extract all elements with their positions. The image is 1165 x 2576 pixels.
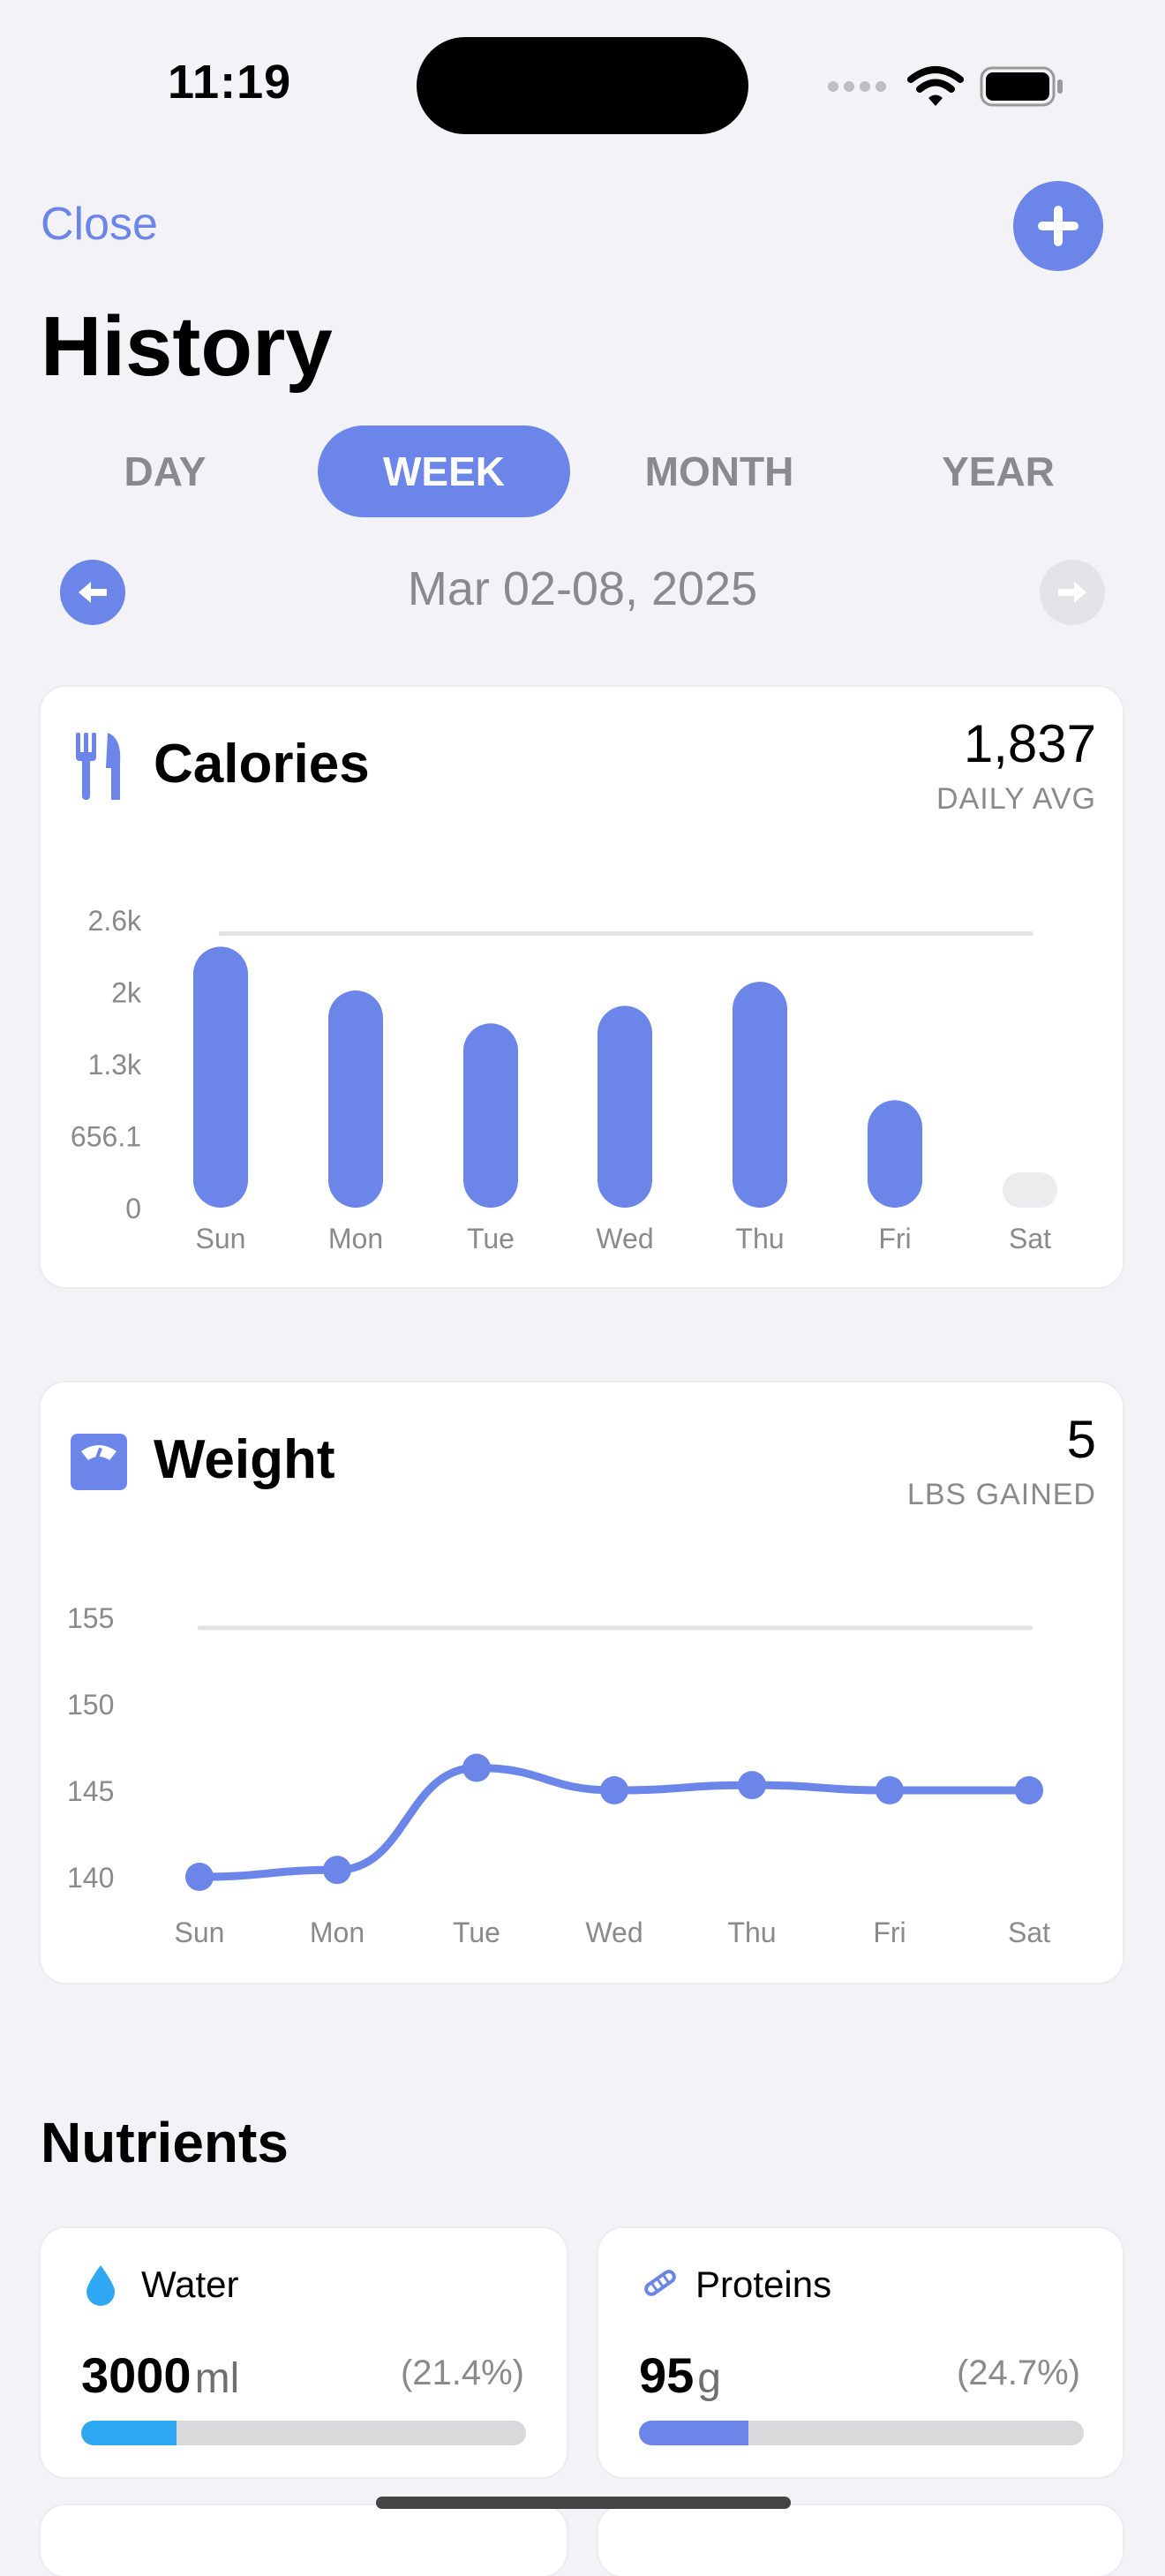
close-button[interactable]: Close [41,199,158,250]
y-tick-label: 140 [67,1862,114,1894]
x-tick-label: Wed [596,1223,653,1254]
status-time: 11:19 [168,56,292,109]
nutrient-card-next-left[interactable] [41,2505,567,2576]
x-tick-label: Thu [727,1917,776,1948]
point-mon [323,1856,351,1885]
bar-wed [598,1006,652,1208]
nutrient-progress-bar [81,2421,526,2445]
nutrient-progress-fill [81,2421,177,2445]
weight-change-label: LBS GAINED [906,1478,1096,1511]
x-tick-label: Thu [735,1223,784,1254]
home-indicator[interactable] [376,2497,791,2509]
x-tick-label: Mon [310,1917,365,1948]
dynamic-island [417,37,748,134]
arrow-right-icon [1058,582,1086,603]
x-tick-label: Wed [585,1917,643,1948]
bar-fri [868,1100,922,1208]
nutrient-value: 3000 [81,2347,192,2403]
nutrient-card-next-right[interactable] [598,2505,1123,2576]
status-icons [826,62,1064,111]
x-tick-label: Sat [1008,1917,1050,1948]
nutrient-amount: 3000ml [81,2346,239,2404]
tab-month[interactable]: MONTH [644,448,794,494]
x-tick-label: Fri [878,1223,911,1254]
add-button[interactable] [1013,181,1103,271]
calories-title: Calories [154,734,370,795]
y-tick-label: 2k [111,977,142,1009]
fork-knife-icon [76,733,121,800]
weight-change-value: 5 [1066,1410,1096,1469]
x-tick-label: Tue [467,1223,515,1254]
x-tick-label: Sun [196,1223,246,1254]
tab-year[interactable]: YEAR [942,448,1055,494]
page-title: History [41,299,333,394]
point-tue [462,1753,491,1782]
calories-daily-avg-label: DAILY AVG [936,782,1096,816]
y-tick-label: 150 [67,1689,114,1721]
calories-card[interactable]: Calories 1,837 DAILY AVG 0 656.1 1.3k 2k 2.6… [41,687,1123,1287]
battery-icon [980,66,1063,107]
scale-icon [71,1434,127,1490]
bar-tue [463,1023,518,1208]
previous-period-button[interactable] [60,560,125,625]
y-tick-label: 2.6k [88,905,142,937]
y-tick-label: 145 [67,1775,114,1807]
x-tick-label: Sun [175,1917,225,1948]
nutrient-progress-fill [639,2421,749,2445]
weight-card[interactable]: Weight 5 LBS GAINED 140 145 150 155 Sun Mon Tu… [41,1382,1123,1983]
point-thu [738,1771,766,1800]
nutrient-value: 95 [639,2347,695,2403]
bar-sun [193,946,248,1208]
x-tick-label: Fri [873,1917,906,1948]
weight-title: Weight [154,1429,335,1490]
weight-chart: 140 145 150 155 Sun Mon Tue Wed Thu Fri Sat [67,1602,1050,1948]
nutrient-card-water[interactable]: Water 3000ml (21.4%) [41,2228,567,2477]
tab-day[interactable]: DAY [124,448,207,494]
nutrient-percent: (24.7%) [956,2354,1080,2392]
point-wed [600,1776,628,1804]
calories-daily-avg-value: 1,837 [963,714,1096,773]
period-label: Mar 02-08, 2025 [407,562,758,615]
y-tick-label: 1.3k [88,1049,142,1081]
cellular-signal-icon [828,81,886,92]
water-drop-icon [86,2265,115,2306]
nutrient-name: Water [141,2263,239,2305]
nutrient-unit: g [697,2355,721,2402]
calories-chart: 0 656.1 1.3k 2k 2.6k Sun Mon Tue Wed Thu Fri Sat [71,905,1057,1254]
bar-sat [1003,1172,1057,1208]
nutrients-title: Nutrients [41,2111,289,2174]
point-sun [185,1863,214,1891]
nutrient-card-proteins[interactable]: Proteins 95g (24.7%) [598,2228,1123,2477]
arrow-left-icon [79,582,107,603]
bar-mon [328,990,383,1208]
y-tick-label: 656.1 [71,1121,141,1153]
nutrient-amount: 95g [639,2346,721,2404]
wifi-icon [907,66,964,106]
plus-icon [1038,206,1079,246]
point-fri [876,1776,904,1804]
nutrient-unit: ml [194,2355,240,2402]
y-tick-label: 0 [125,1193,141,1224]
nutrient-progress-bar [639,2421,1084,2445]
y-tick-label: 155 [67,1602,114,1634]
next-period-button[interactable] [1040,560,1105,625]
point-sat [1015,1776,1043,1804]
x-tick-label: Tue [453,1917,500,1948]
bar-thu [733,982,787,1208]
protein-icon [644,2270,676,2296]
x-tick-label: Sat [1009,1223,1051,1254]
nutrient-percent: (21.4%) [400,2354,524,2392]
nutrient-name: Proteins [695,2263,832,2305]
tab-week[interactable]: WEEK [318,426,570,517]
x-tick-label: Mon [328,1223,383,1254]
